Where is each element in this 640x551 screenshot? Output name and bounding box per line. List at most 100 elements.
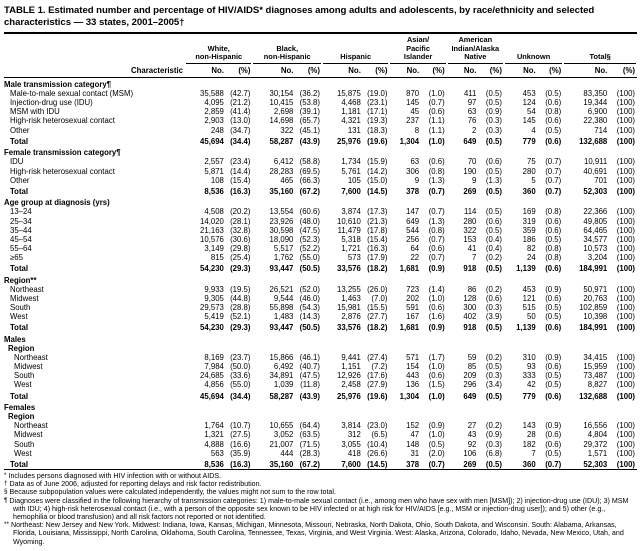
value-pct: (0.7) — [545, 186, 562, 196]
value-pct: (0.6) — [428, 107, 445, 117]
value-pct: (0.6) — [485, 293, 502, 303]
value-no: 9,441 — [341, 353, 361, 363]
value-no: 2,859 — [204, 107, 224, 117]
value-no: 8 — [414, 125, 420, 135]
table-title: TABLE 1. Estimated number and percentage… — [4, 5, 595, 28]
data-row: 25–34 14,020 (28.1) 23,926 (48.0) 10,610 (21.3… — [4, 217, 637, 226]
value-pct: (100) — [616, 98, 635, 108]
value-no: 114 — [463, 207, 477, 217]
value-pct: (0.9) — [485, 430, 502, 440]
value-pct: (0.7) — [428, 234, 445, 244]
value-no: 779 — [522, 136, 536, 146]
pct-header: (%) — [609, 63, 637, 78]
value-pct: (0.7) — [428, 186, 445, 196]
row-label: Total — [10, 391, 29, 401]
value-pct: (42.7) — [230, 89, 251, 99]
value-no: 322 — [280, 125, 294, 135]
value-pct: (27.4) — [367, 353, 388, 363]
value-no: 10,911 — [583, 157, 608, 167]
value-pct: (41.4) — [230, 107, 251, 117]
value-pct: (0.5) — [485, 89, 502, 99]
value-no: 63 — [410, 157, 420, 167]
value-pct: (6.8) — [485, 448, 502, 458]
value-pct: (0.5) — [485, 459, 502, 469]
value-pct: (0.6) — [545, 362, 562, 372]
value-no: 5,318 — [341, 234, 361, 244]
value-pct: (0.8) — [545, 207, 562, 217]
value-no: 105 — [347, 175, 361, 185]
value-no: 184,991 — [579, 323, 608, 333]
value-pct: (11.8) — [300, 380, 320, 390]
col-group-label: Black, non-Hispanic — [253, 44, 321, 64]
value-no: 64,465 — [583, 225, 608, 235]
value-pct: (60.6) — [299, 207, 320, 217]
value-no: 22,380 — [583, 116, 608, 126]
value-no: 2,557 — [204, 157, 224, 167]
row-label: Other — [10, 175, 30, 185]
value-no: 1,151 — [341, 362, 361, 372]
value-pct: (67.2) — [299, 186, 320, 196]
footnote: ** Northeast: New Jersey and New York. M… — [4, 521, 636, 546]
row-label: Total — [10, 136, 29, 146]
value-no: 63 — [467, 107, 477, 117]
value-pct: (32.8) — [230, 225, 251, 235]
value-pct: (100) — [616, 312, 635, 322]
data-row: High-risk heterosexual contact 2,903 (13.0… — [4, 116, 637, 125]
value-pct: (0.8) — [545, 107, 562, 117]
value-pct: (27.5) — [230, 430, 251, 440]
value-no: 55,898 — [269, 303, 294, 313]
value-pct: (100) — [616, 303, 635, 313]
value-pct: (0.3) — [485, 371, 502, 381]
value-no: 1,463 — [341, 293, 361, 303]
value-pct: (19.6) — [367, 391, 388, 401]
value-pct: (17.1) — [367, 107, 388, 117]
value-no: 8,536 — [204, 459, 224, 469]
row-label: Total — [10, 459, 29, 469]
row-label: Males — [4, 334, 26, 344]
value-pct: (0.6) — [428, 157, 445, 167]
row-label: Total — [10, 264, 29, 274]
value-no: 153 — [463, 234, 477, 244]
no-header: No. — [252, 63, 296, 78]
value-pct: (54.3) — [299, 303, 320, 313]
value-no: 45 — [410, 107, 420, 117]
value-pct: (52.3) — [299, 234, 320, 244]
value-pct: (0.6) — [545, 225, 562, 235]
value-pct: (0.7) — [545, 166, 562, 176]
value-no: 10,415 — [269, 98, 294, 108]
value-no: 280 — [522, 166, 536, 176]
value-no: 280 — [463, 216, 477, 226]
value-no: 256 — [406, 234, 420, 244]
value-no: 444 — [280, 448, 294, 458]
value-pct: (100) — [616, 157, 635, 167]
subsection-row: Region — [4, 412, 637, 421]
value-no: 35,160 — [269, 186, 294, 196]
value-no: 7,600 — [341, 186, 361, 196]
value-no: 1,139 — [516, 323, 536, 333]
value-pct: (46.0) — [299, 293, 320, 303]
value-no: 182 — [522, 439, 536, 449]
value-no: 4,321 — [341, 116, 361, 126]
value-pct: (0.2) — [485, 421, 502, 431]
value-pct: (23.7) — [230, 353, 251, 363]
value-pct: (18.2) — [367, 323, 388, 333]
value-pct: (0.9) — [485, 107, 502, 117]
value-pct: (1.0) — [428, 362, 445, 372]
value-pct: (100) — [616, 225, 635, 235]
value-pct: (19.6) — [367, 136, 388, 146]
value-no: 1,721 — [341, 243, 361, 253]
pct-header: (%) — [225, 63, 253, 78]
value-pct: (0.5) — [485, 323, 502, 333]
value-no: 319 — [522, 216, 536, 226]
value-no: 402 — [463, 312, 477, 322]
value-pct: (100) — [616, 216, 635, 226]
value-no: 124 — [522, 98, 536, 108]
value-pct: (7.0) — [371, 293, 388, 303]
data-row: Other 108 (15.4) 465 (66.3) 105 (15.0) 9 (1.3) 9 (… — [4, 176, 637, 185]
value-pct: (52.2) — [299, 243, 320, 253]
value-no: 147 — [406, 207, 420, 217]
value-no: 4,468 — [341, 98, 361, 108]
value-no: 310 — [522, 353, 536, 363]
footnote: * Includes persons diagnosed with HIV in… — [4, 472, 636, 480]
value-pct: (0.7) — [545, 157, 562, 167]
